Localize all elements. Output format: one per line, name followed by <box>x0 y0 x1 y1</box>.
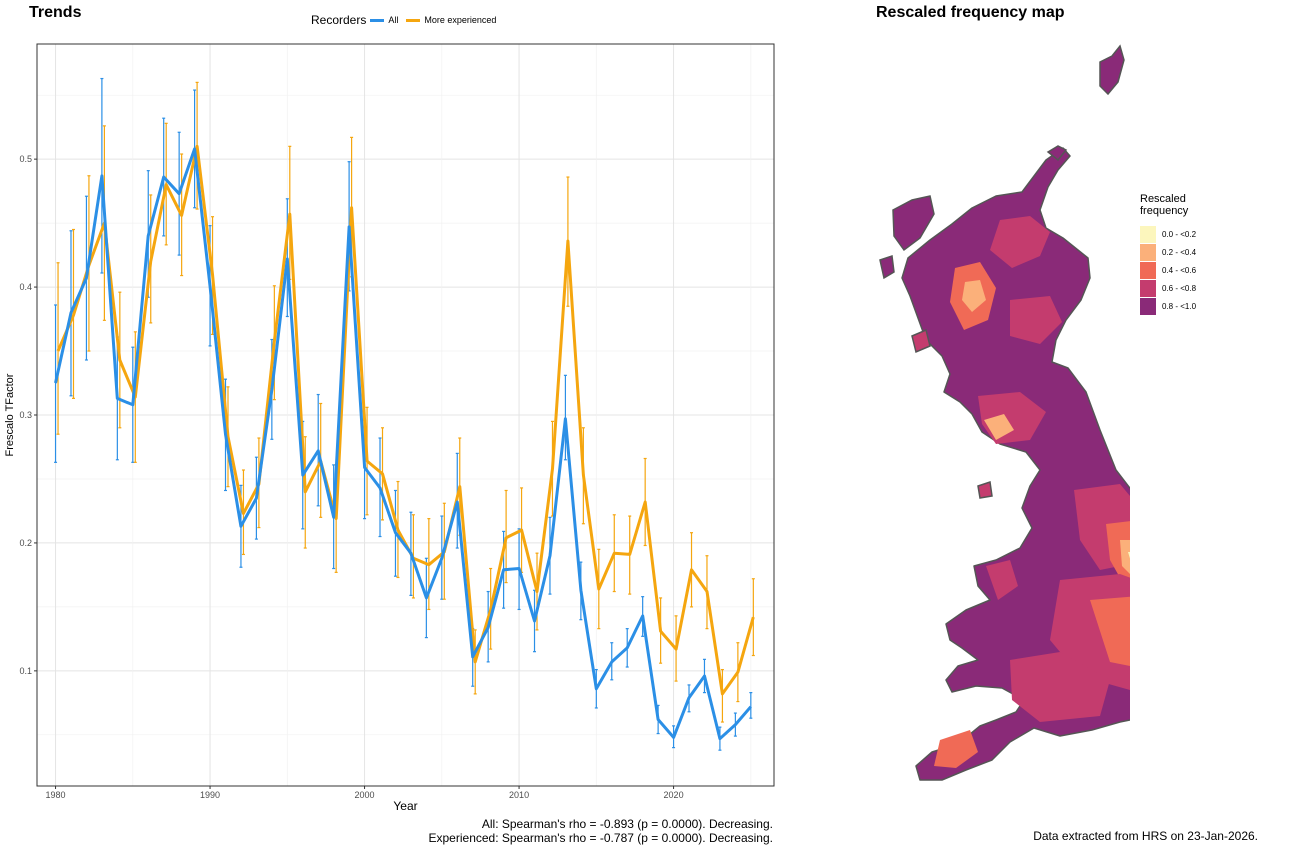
map-legend-label: 0.8 - <1.0 <box>1162 301 1197 311</box>
map-legend-row: 0.2 - <0.4 <box>1140 243 1210 261</box>
y-axis-title: Frescalo TFactor <box>4 373 16 456</box>
x-tick-label: 2020 <box>664 790 684 800</box>
map-legend-title: Rescaled frequency <box>1140 193 1210 217</box>
trend-statistics: All: Spearman's rho = -0.893 (p = 0.0000… <box>429 817 774 845</box>
map-legend-label: 0.0 - <0.2 <box>1162 229 1197 239</box>
trends-chart: 1980 1990 2000 2010 2020 0.1 0.2 0.3 0.4 0.5 Year… <box>4 43 775 813</box>
legend-label-all: All <box>388 15 399 25</box>
gb-frequency-bands <box>934 216 1130 768</box>
x-axis-title: Year <box>393 799 417 813</box>
map-legend-swatch <box>1140 243 1156 261</box>
map-legend-label: 0.6 - <0.8 <box>1162 283 1197 293</box>
x-tick-label: 2010 <box>509 790 529 800</box>
map-legend-swatch <box>1140 225 1156 243</box>
data-extraction-note: Data extracted from HRS on 23-Jan-2026. <box>1033 829 1258 843</box>
map-legend-swatch <box>1140 297 1156 315</box>
y-tick-label: 0.2 <box>19 538 32 548</box>
y-tick-label: 0.5 <box>19 154 32 164</box>
legend-key-all <box>370 18 385 22</box>
trends-panel-title: Trends <box>29 4 82 21</box>
error-bar-experienced <box>720 668 724 723</box>
error-bars <box>54 77 755 751</box>
map-legend-row: 0.6 - <0.8 <box>1140 279 1210 297</box>
map-legend-swatch <box>1140 279 1156 297</box>
recorders-legend: Recorders All More experienced <box>311 12 502 28</box>
stat-all: All: Spearman's rho = -0.893 (p = 0.0000… <box>481 817 773 831</box>
map-legend-title-line2: frequency <box>1140 205 1189 217</box>
x-tick-label: 1980 <box>46 790 66 800</box>
legend-key-experienced <box>406 18 421 22</box>
error-bar-all <box>749 692 753 719</box>
series-lines <box>54 144 755 741</box>
map-legend-label: 0.4 - <0.6 <box>1162 265 1197 275</box>
x-tick-label: 2000 <box>355 790 375 800</box>
error-bar-all <box>54 304 58 463</box>
chart-gridlines <box>37 44 774 786</box>
y-tick-label: 0.4 <box>19 282 32 292</box>
recorders-legend-title: Recorders <box>311 13 367 27</box>
map-legend-title-line1: Rescaled <box>1140 193 1186 205</box>
axis-ticks: 1980 1990 2000 2010 2020 0.1 0.2 0.3 0.4 0.5 <box>19 154 683 800</box>
y-tick-label: 0.1 <box>19 666 32 676</box>
legend-label-experienced: More experienced <box>424 15 497 25</box>
stat-experienced: Experienced: Spearman's rho = -0.787 (p … <box>428 831 774 845</box>
series-line-all <box>54 147 752 741</box>
y-tick-label: 0.3 <box>19 410 32 420</box>
map-legend-swatch <box>1140 261 1156 279</box>
x-tick-label: 1990 <box>200 790 220 800</box>
series-line-experienced <box>56 144 755 696</box>
map-legend: Rescaled frequency 0.0 - <0.2 0.2 - <0.4… <box>1140 193 1210 315</box>
map-legend-label: 0.2 - <0.4 <box>1162 247 1197 257</box>
map-legend-row: 0.0 - <0.2 <box>1140 225 1210 243</box>
map-legend-row: 0.8 - <1.0 <box>1140 297 1210 315</box>
map-panel-title: Rescaled frequency map <box>876 4 1065 21</box>
map-legend-row: 0.4 - <0.6 <box>1140 261 1210 279</box>
rescaled-frequency-map <box>879 44 1130 781</box>
